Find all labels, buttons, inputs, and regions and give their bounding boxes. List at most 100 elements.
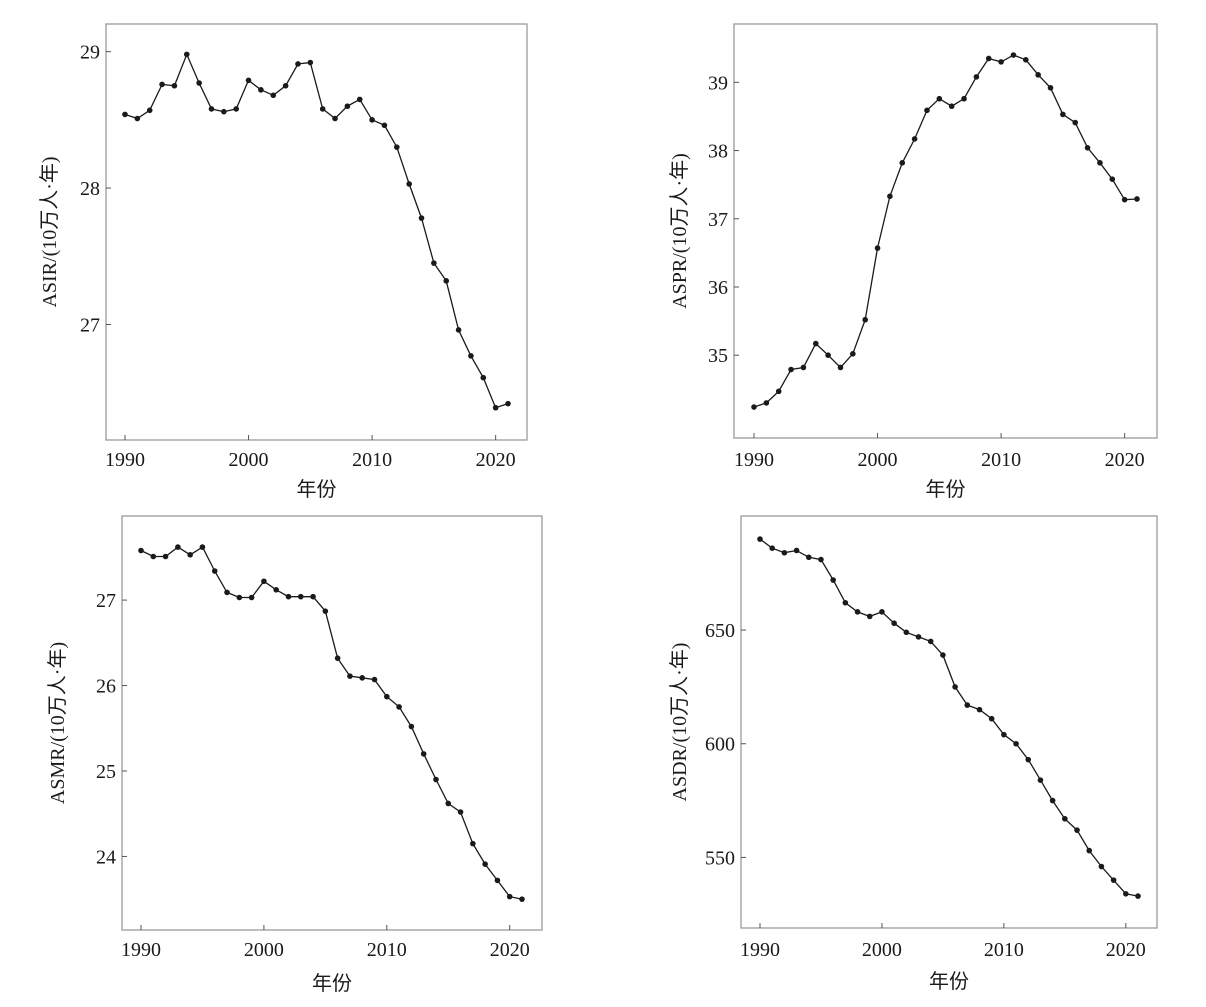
x-tick-label: 2010: [352, 449, 392, 471]
x-tick-label: 2020: [1106, 939, 1146, 961]
data-point: [122, 111, 128, 118]
data-point: [911, 136, 918, 142]
data-point: [334, 655, 341, 661]
y-tick-label: 28: [80, 178, 100, 200]
data-point: [781, 549, 788, 556]
data-point: [805, 554, 812, 561]
data-point: [134, 115, 141, 122]
data-point: [915, 634, 922, 640]
x-axis-title: 年份: [312, 972, 352, 995]
data-point: [233, 106, 239, 112]
data-point: [468, 353, 474, 359]
data-point: [1097, 160, 1103, 166]
x-tick-label: 1990: [734, 449, 774, 471]
data-point: [519, 896, 525, 902]
y-axis-title: ASMR/(10万人·年): [46, 642, 69, 804]
data-point: [850, 351, 856, 357]
data-point: [1072, 119, 1079, 126]
data-point: [248, 594, 255, 601]
y-tick-label: 29: [80, 42, 100, 64]
data-point: [1025, 756, 1032, 763]
data-point: [258, 87, 264, 93]
data-point: [261, 578, 267, 585]
data-point: [396, 704, 402, 710]
data-point: [887, 193, 893, 200]
data-point: [924, 107, 930, 114]
data-point: [899, 160, 906, 166]
data-point: [224, 589, 230, 596]
data-point: [445, 800, 452, 807]
data-point: [175, 544, 181, 550]
data-point: [371, 676, 378, 683]
data-point: [211, 568, 218, 574]
data-point: [1037, 777, 1044, 783]
y-tick-label: 550: [705, 847, 735, 869]
data-point: [1135, 893, 1141, 899]
data-point: [482, 861, 488, 867]
data-point: [146, 107, 153, 114]
data-point: [1086, 847, 1093, 854]
data-point: [196, 80, 202, 86]
data-point: [492, 404, 499, 411]
data-point: [854, 609, 861, 615]
x-tick-label: 2010: [981, 449, 1021, 471]
x-axis-title: 年份: [297, 478, 337, 501]
data-point: [418, 215, 425, 221]
data-point: [1035, 72, 1041, 78]
data-point: [936, 95, 943, 102]
data-point: [1049, 797, 1056, 804]
data-point: [1060, 111, 1066, 118]
data-point: [359, 675, 366, 681]
y-tick-label: 35: [708, 345, 728, 367]
x-tick-label: 2000: [244, 939, 284, 961]
data-point: [751, 404, 757, 410]
data-point: [431, 260, 437, 266]
data-point: [879, 609, 885, 615]
data-point: [470, 840, 476, 847]
data-point: [763, 400, 770, 406]
data-point: [480, 374, 487, 381]
data-point: [236, 594, 243, 601]
data-point: [985, 55, 992, 62]
data-point: [1098, 863, 1105, 870]
data-point: [788, 366, 794, 373]
y-tick-label: 26: [96, 676, 116, 698]
data-point: [282, 82, 289, 89]
chart-asir: 1990 2000 2010 2020 27 28 29 年份 ASIR/(10万人·年): [38, 23, 528, 501]
data-point: [245, 77, 252, 84]
data-point: [505, 400, 511, 407]
data-point: [818, 556, 824, 563]
data-point: [457, 809, 464, 815]
data-point: [973, 74, 980, 80]
data-point: [1134, 196, 1140, 202]
data-point: [297, 593, 304, 600]
data-point: [1062, 815, 1068, 822]
y-tick-label: 37: [708, 209, 728, 231]
chart-asmr: 1990 2000 2010 2020 24 25 26 27 年份 ASMR/(10万人·年): [46, 515, 543, 995]
series-line: [124, 52, 509, 409]
data-point: [998, 59, 1004, 65]
y-axis-title: ASDR/(10万人·年): [668, 643, 691, 802]
data-point: [988, 715, 995, 722]
data-point: [842, 599, 849, 606]
data-point: [830, 577, 836, 583]
data-point: [948, 103, 955, 110]
data-point: [394, 144, 400, 150]
data-point: [344, 103, 351, 110]
x-tick-label: 2010: [367, 939, 407, 961]
data-point: [199, 544, 206, 550]
plot-frame: [740, 515, 1158, 929]
data-point: [952, 684, 958, 690]
data-point: [874, 245, 881, 251]
data-point: [769, 545, 775, 551]
data-point: [961, 95, 967, 102]
data-point: [494, 877, 501, 884]
y-tick-label: 38: [708, 141, 728, 163]
data-point: [940, 652, 946, 658]
series-line: [140, 546, 523, 900]
data-point: [381, 122, 388, 129]
x-axis-title: 年份: [929, 970, 969, 993]
y-tick-label: 27: [80, 315, 100, 337]
data-point: [332, 115, 338, 122]
